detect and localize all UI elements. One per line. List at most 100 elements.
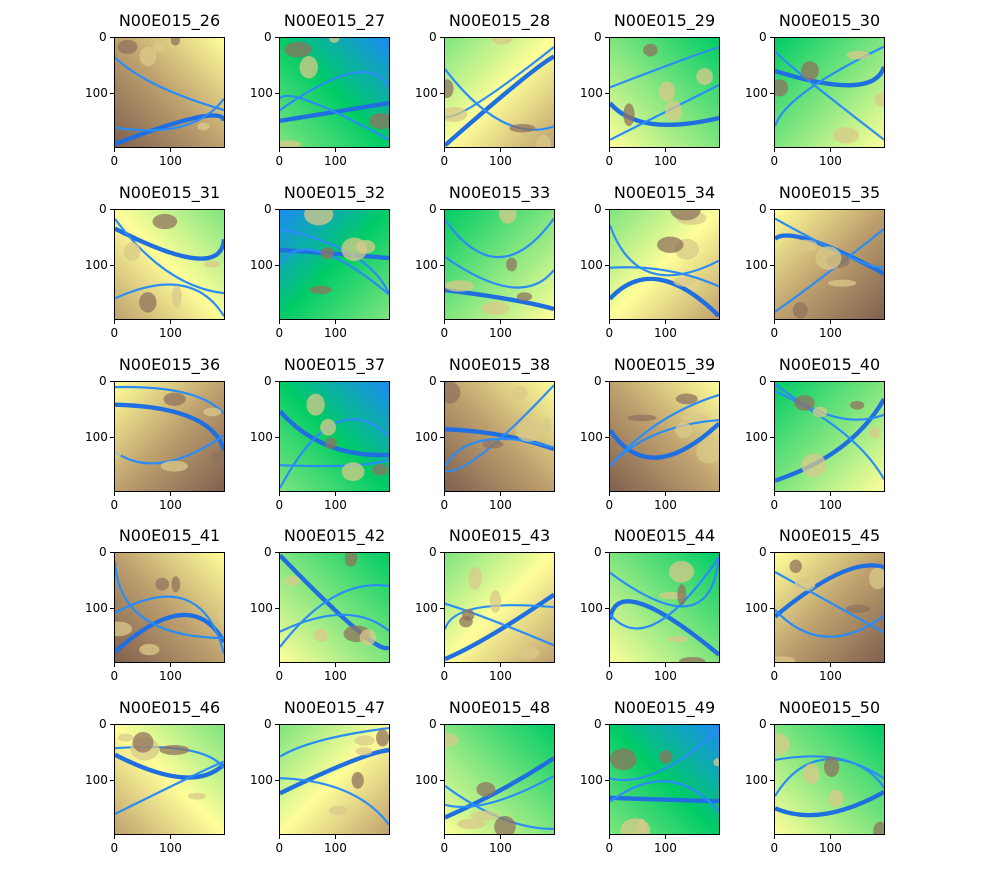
river-channel	[115, 113, 224, 146]
river-channel	[610, 266, 719, 288]
x-tick-label: 0	[605, 154, 614, 168]
y-tick-mark	[275, 264, 279, 266]
terrain-heatmap	[280, 382, 389, 491]
panel-title: N00E015_40	[778, 355, 881, 374]
y-tick-label: 0	[429, 374, 437, 388]
river-channel	[610, 421, 719, 460]
x-tick-label: 0	[275, 154, 284, 168]
terrain-heatmap	[115, 553, 224, 662]
heatmap-image	[279, 37, 390, 148]
y-tick-label: 0	[264, 30, 272, 44]
y-tick-label: 100	[415, 600, 438, 615]
highland-patch	[123, 242, 141, 262]
river-channel	[115, 283, 224, 317]
highland-patch	[355, 239, 376, 254]
terrain-heatmap	[445, 38, 554, 147]
highland-patch	[118, 733, 134, 742]
highland-patch	[160, 460, 188, 472]
highland-patch	[794, 239, 818, 252]
panel-title: N00E015_28	[448, 11, 551, 30]
x-tick-mark	[114, 320, 115, 324]
river-channel	[775, 398, 884, 483]
x-tick-mark	[664, 492, 666, 496]
highland-patch	[489, 589, 502, 614]
y-tick-mark	[605, 92, 609, 94]
highland-patch	[868, 567, 884, 590]
highland-patch	[115, 450, 122, 459]
highland-patch	[187, 792, 206, 800]
river-channel	[115, 434, 224, 465]
highland-patch	[516, 646, 540, 660]
highland-patch	[794, 577, 816, 592]
highland-patch	[681, 413, 710, 422]
y-tick-mark	[275, 381, 279, 382]
terrain-heatmap	[115, 210, 224, 319]
y-tick-mark	[605, 381, 609, 382]
x-tick-mark	[279, 835, 280, 839]
highland-patch	[536, 135, 551, 147]
highland-patch	[320, 418, 336, 436]
x-tick-label: 0	[770, 841, 779, 855]
y-tick-label: 0	[594, 202, 602, 216]
terrain-heatmap	[445, 553, 554, 662]
y-tick-mark	[770, 92, 774, 94]
y-tick-mark	[275, 724, 279, 725]
highland-patch	[874, 92, 884, 108]
highland-patch	[511, 385, 528, 400]
river-channel	[775, 563, 884, 619]
river-channel	[280, 747, 389, 796]
x-tick-mark	[664, 835, 666, 839]
x-tick-mark	[279, 320, 280, 324]
y-tick-mark	[110, 779, 114, 781]
panel-title: N00E015_50	[778, 698, 881, 717]
terrain-base	[115, 38, 224, 147]
terrain-heatmap	[280, 725, 389, 834]
y-tick-mark	[770, 779, 774, 781]
x-tick-mark	[664, 663, 666, 667]
river-channel	[775, 228, 884, 313]
y-tick-label: 100	[250, 429, 273, 444]
highland-patch	[344, 553, 358, 567]
highland-patch	[115, 621, 133, 637]
y-tick-mark	[275, 92, 279, 94]
terrain-base	[280, 382, 389, 491]
x-tick-label: 100	[819, 326, 842, 340]
highland-patch	[155, 577, 170, 591]
y-tick-mark	[440, 779, 444, 781]
panel-11: N00E015_36 0 100 0 100	[85, 356, 264, 528]
x-tick-label: 0	[770, 498, 779, 512]
x-tick-label: 100	[654, 154, 677, 168]
heatmap-image	[444, 209, 555, 320]
y-tick-mark	[275, 552, 279, 553]
river-channel	[445, 384, 554, 473]
x-tick-label: 0	[275, 498, 284, 512]
highland-patch	[696, 68, 713, 86]
y-tick-label: 0	[264, 202, 272, 216]
y-tick-mark	[440, 436, 444, 438]
x-tick-mark	[774, 835, 775, 839]
y-tick-label: 0	[99, 545, 107, 559]
x-tick-mark	[774, 663, 775, 667]
y-tick-mark	[110, 92, 114, 94]
y-tick-label: 0	[759, 545, 767, 559]
highland-patch	[665, 100, 683, 122]
panel-title: N00E015_26	[118, 11, 221, 30]
y-tick-mark	[110, 264, 114, 266]
river-channel	[445, 217, 554, 259]
x-tick-mark	[279, 492, 280, 496]
river-channel	[775, 790, 884, 818]
highland-patch	[139, 643, 160, 656]
x-tick-mark	[444, 320, 445, 324]
x-tick-mark	[334, 320, 336, 324]
panel-2: N00E015_27 0 100 0 100	[250, 12, 429, 184]
panel-21: N00E015_46 0 100 0 100	[85, 699, 264, 871]
highland-patch	[677, 584, 687, 606]
x-tick-label: 100	[489, 154, 512, 168]
terrain-heatmap	[115, 38, 224, 147]
river-channel	[280, 584, 389, 648]
panel-title: N00E015_29	[613, 11, 716, 30]
x-tick-label: 0	[110, 498, 119, 512]
x-tick-label: 100	[819, 669, 842, 683]
x-tick-label: 0	[110, 326, 119, 340]
terrain-heatmap	[280, 210, 389, 319]
